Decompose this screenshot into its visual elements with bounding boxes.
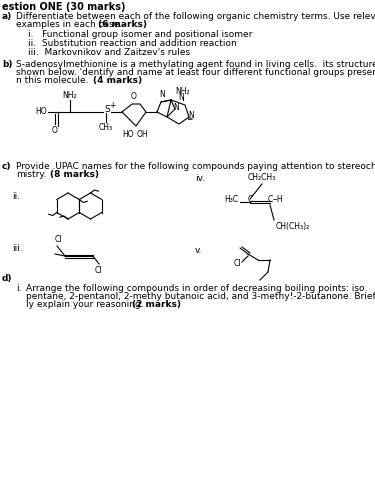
Text: i.   Functional group isomer and positional isomer: i. Functional group isomer and positiona… — [28, 30, 252, 39]
Text: Arrange the following compounds in order of decreasing boiling points: iso: Arrange the following compounds in order… — [26, 284, 364, 293]
Text: Cl: Cl — [54, 235, 62, 244]
Text: estion ONE (30 marks): estion ONE (30 marks) — [2, 2, 126, 12]
Text: O: O — [52, 126, 58, 135]
Text: +: + — [109, 102, 115, 110]
Text: examples in each case.: examples in each case. — [16, 20, 122, 29]
Text: Provide .UPAC names for the following compounds paying attention to stereoche: Provide .UPAC names for the following co… — [16, 162, 375, 171]
Text: C: C — [248, 196, 253, 204]
Text: CH(CH₃)₂: CH(CH₃)₂ — [276, 222, 310, 231]
Text: c): c) — [2, 162, 12, 171]
Text: ii.  Substitution reaction and addition reaction: ii. Substitution reaction and addition r… — [28, 39, 237, 48]
Text: NH₂: NH₂ — [63, 91, 77, 100]
Text: (8 marks): (8 marks) — [50, 170, 99, 179]
Text: (4 marks): (4 marks) — [93, 76, 142, 85]
Text: N: N — [159, 90, 165, 99]
Text: (6 marks): (6 marks) — [98, 20, 147, 29]
Text: HO: HO — [122, 130, 134, 139]
Text: S-adenosylmethionine is a methylating agent found in living cells.  its structur: S-adenosylmethionine is a methylating ag… — [16, 60, 375, 69]
Text: Cl: Cl — [234, 258, 241, 268]
Text: mistry.: mistry. — [16, 170, 46, 179]
Text: CH₂CH₃: CH₂CH₃ — [248, 173, 276, 182]
Text: S: S — [104, 106, 110, 114]
Text: N: N — [173, 102, 179, 112]
Text: C: C — [267, 196, 273, 204]
Text: ly explain your reasoning.: ly explain your reasoning. — [26, 300, 144, 309]
Text: OH: OH — [136, 130, 148, 139]
Text: a): a) — [2, 12, 12, 21]
Text: b): b) — [2, 60, 12, 69]
Text: (2 marks): (2 marks) — [132, 300, 181, 309]
Text: i.: i. — [16, 284, 21, 293]
Text: v.: v. — [195, 246, 202, 255]
Text: Differentiate between each of the following organic chemistry terms. Use relevan: Differentiate between each of the follow… — [16, 12, 375, 21]
Text: iii.  Markovnikov and Zaitzev's rules: iii. Markovnikov and Zaitzev's rules — [28, 48, 190, 57]
Text: shown below. 'dentify and name at least four different functional groups present: shown below. 'dentify and name at least … — [16, 68, 375, 77]
Text: pentane, 2-pentanol, 2-methy butanoic acid, and 3-methy!-2-butanone. Brief: pentane, 2-pentanol, 2-methy butanoic ac… — [26, 292, 375, 301]
Text: N: N — [188, 110, 194, 120]
Text: NH₂: NH₂ — [176, 87, 190, 96]
Text: iii.: iii. — [12, 244, 23, 253]
Text: ‒H: ‒H — [273, 196, 284, 204]
Text: O: O — [131, 92, 137, 101]
Text: iv.: iv. — [195, 174, 205, 183]
Text: ii.: ii. — [12, 192, 20, 201]
Text: H₃C: H₃C — [224, 196, 238, 204]
Text: Cl: Cl — [94, 266, 102, 275]
Text: d): d) — [2, 274, 12, 283]
Text: ═: ═ — [187, 116, 192, 124]
Text: CH₃: CH₃ — [99, 123, 113, 132]
Text: HO: HO — [35, 106, 47, 116]
Text: n this molecule.: n this molecule. — [16, 76, 88, 85]
Text: N: N — [178, 93, 184, 102]
